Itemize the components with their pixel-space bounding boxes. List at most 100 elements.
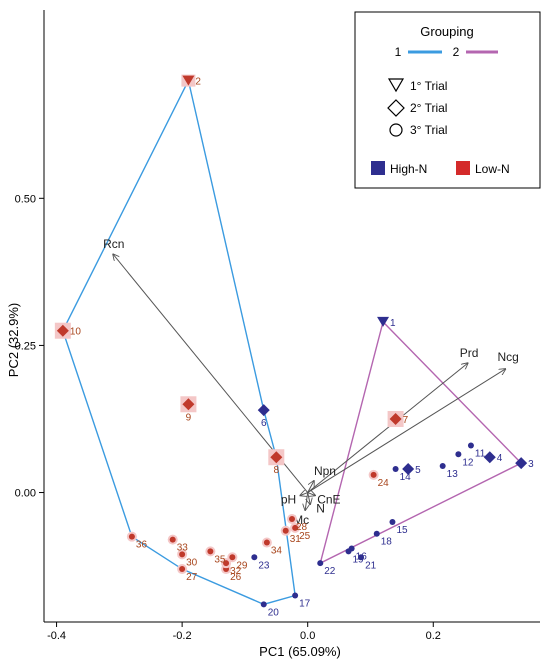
vector-ph (300, 493, 308, 496)
legend-triangle-icon (387, 78, 405, 93)
legend-trial-2-label: 2° Trial (410, 101, 447, 115)
legend: Grouping 1 2 1° Trial 2° Trial 3° Trial … (354, 11, 541, 189)
circle-marker (389, 518, 396, 525)
point-22: 22 (317, 560, 336, 577)
point-label: 4 (497, 453, 503, 464)
point-3: 3 (515, 457, 534, 470)
point-25: 25 (290, 522, 311, 542)
x-tick-label: -0.4 (47, 630, 66, 642)
diamond-marker (389, 412, 402, 425)
point-2: 2 (181, 74, 201, 88)
point-11: 11 (467, 442, 486, 459)
point-label: 34 (271, 546, 283, 557)
point-24: 24 (368, 469, 389, 489)
circle-marker (207, 548, 214, 555)
vector-prd (307, 363, 468, 493)
triangle-marker (377, 316, 390, 327)
circle-marker (292, 592, 299, 599)
y-tick-label: 0.50 (15, 193, 36, 205)
diamond-marker (402, 463, 415, 475)
legend-trial-3-label: 3° Trial (410, 123, 447, 137)
point-label: 10 (70, 327, 82, 338)
y-axis-title: PC2 (32.9%) (6, 303, 21, 377)
diamond-marker (56, 324, 69, 337)
point-15: 15 (389, 518, 408, 536)
point-18: 18 (373, 530, 392, 548)
point-label: 12 (462, 457, 474, 468)
legend-title: Grouping (420, 24, 473, 39)
y-tick-label: 0.25 (15, 340, 36, 352)
legend-trial-1-label: 1° Trial (410, 79, 447, 93)
circle-marker (455, 451, 462, 458)
point-label: 3 (528, 459, 534, 470)
point-31: 31 (280, 525, 302, 545)
point-14: 14 (392, 466, 412, 483)
point-29: 29 (227, 552, 248, 571)
point-label: 5 (415, 465, 421, 476)
legend-group-2-label: 2 (453, 45, 460, 59)
point-21: 21 (358, 554, 377, 571)
circle-marker (223, 560, 230, 567)
point-label: 9 (186, 412, 192, 423)
point-label: 29 (236, 560, 248, 571)
point-33: 33 (167, 534, 188, 554)
circle-marker (317, 560, 324, 567)
circle-marker (289, 516, 295, 523)
x-tick-label: -0.2 (173, 630, 192, 642)
y-tick-label: 0.00 (15, 488, 36, 500)
legend-group-1-label: 1 (395, 45, 402, 59)
point-19: 19 (345, 548, 365, 565)
point-5: 5 (402, 463, 421, 476)
vector-label-n: N (316, 501, 325, 515)
circle-marker (251, 554, 258, 561)
legend-circle-icon (389, 123, 403, 137)
data-points: 1234567891011121314151617181920212223242… (54, 74, 534, 618)
x-axis-title: PC1 (65.09%) (259, 644, 341, 659)
point-label: 2 (195, 77, 201, 88)
point-label: 7 (403, 415, 409, 426)
point-label: 27 (186, 572, 198, 583)
point-12: 12 (455, 451, 474, 468)
circle-marker (229, 554, 236, 561)
circle-marker (282, 527, 289, 534)
point-label: 15 (396, 525, 408, 536)
point-label: 8 (274, 465, 280, 476)
legend-high-n-label: High-N (390, 162, 427, 176)
vector-label-ph: pH (281, 492, 296, 506)
point-label: 31 (290, 534, 302, 545)
point-label: 21 (365, 560, 377, 571)
diamond-marker (270, 451, 283, 464)
point-6: 6 (257, 404, 270, 429)
vector-label-npn: Npn (314, 464, 336, 478)
point-32: 32 (221, 558, 242, 577)
vector-n (308, 492, 311, 505)
point-label: 36 (136, 540, 148, 551)
point-27: 27 (177, 564, 198, 583)
circle-marker (392, 466, 399, 472)
circle-marker (179, 551, 186, 558)
point-35: 35 (205, 546, 226, 565)
circle-marker (263, 539, 270, 546)
point-label: 14 (400, 472, 412, 483)
point-10: 10 (54, 322, 82, 339)
point-label: 19 (353, 554, 365, 565)
circle-marker (370, 471, 377, 478)
point-28: 28 (287, 514, 308, 533)
diamond-marker (515, 457, 528, 470)
point-label: 25 (299, 531, 311, 542)
point-label: 22 (324, 566, 336, 577)
x-tick-label: 0.2 (426, 630, 441, 642)
circle-marker (169, 536, 176, 543)
circle-marker (128, 533, 135, 540)
point-4: 4 (483, 451, 503, 464)
point-34: 34 (261, 537, 283, 557)
circle-marker (179, 566, 186, 573)
point-label: 32 (230, 566, 242, 577)
hull-group-2 (319, 320, 523, 565)
point-label: 30 (186, 557, 198, 568)
point-label: 26 (230, 572, 242, 583)
diamond-marker (182, 398, 195, 411)
circle-marker (439, 463, 446, 470)
point-1: 1 (377, 316, 396, 329)
